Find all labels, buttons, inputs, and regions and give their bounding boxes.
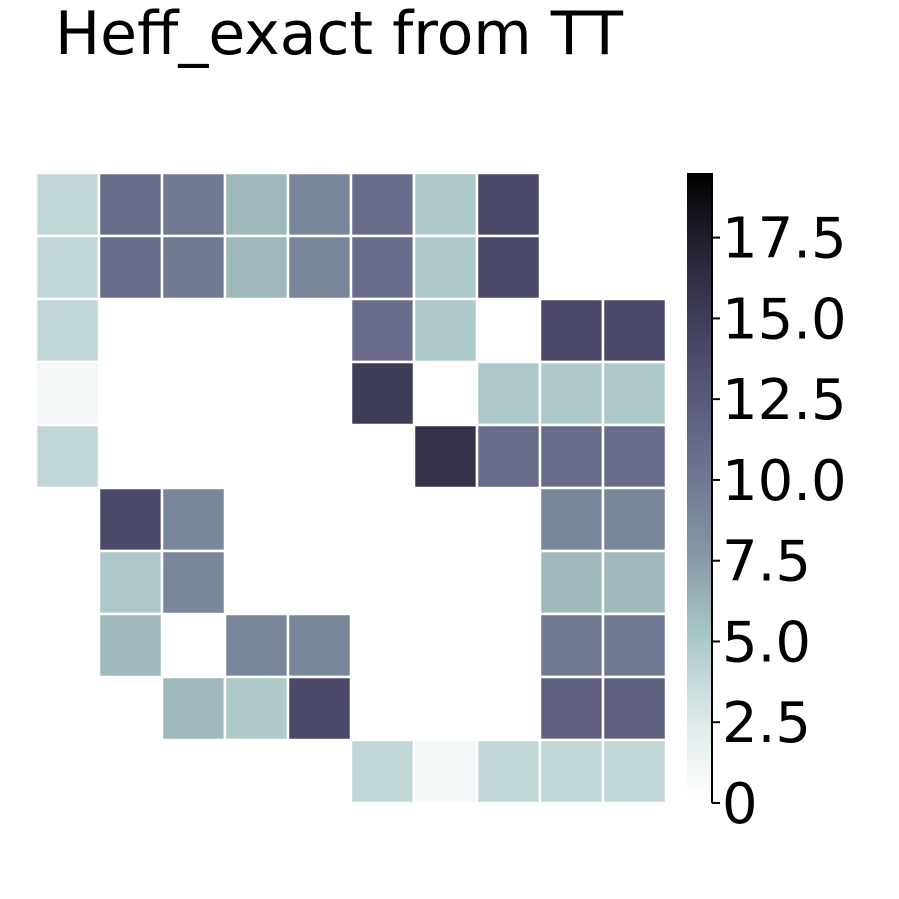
heatmap-cell-r2-c6 <box>412 297 479 364</box>
heatmap-cell-r3-c5 <box>349 360 416 427</box>
colorbar-tick-label: 7.5 <box>722 530 811 595</box>
heatmap-cell-r1-c3 <box>223 234 290 301</box>
heatmap-cell-r9-c6 <box>412 738 479 805</box>
colorbar-tick-label: 12.5 <box>722 368 847 433</box>
colorbar-tick-label: 10.0 <box>722 449 847 514</box>
colorbar-tick-label: 2.5 <box>722 691 811 756</box>
heatmap-cell-r5-c9 <box>601 486 668 553</box>
heatmap-cell-r0-c6 <box>412 171 479 238</box>
heatmap-cells <box>34 171 668 805</box>
heatmap-cell-r1-c0 <box>34 234 101 301</box>
heatmap-cell-r7-c3 <box>223 612 290 679</box>
chart-title: Heff_exact from TT <box>55 0 623 69</box>
heatmap-cell-r1-c7 <box>475 234 542 301</box>
colorbar-tick-label: 15.0 <box>722 287 847 352</box>
heatmap-cell-r7-c1 <box>97 612 164 679</box>
heatmap-cell-r8-c9 <box>601 675 668 742</box>
colorbar <box>687 173 712 803</box>
heatmap-cell-r9-c7 <box>475 738 542 805</box>
heatmap-cell-r1-c6 <box>412 234 479 301</box>
heatmap-cell-r4-c7 <box>475 423 542 490</box>
heatmap-cell-r0-c1 <box>97 171 164 238</box>
heatmap-cell-r6-c2 <box>160 549 227 616</box>
heatmap-cell-r6-c1 <box>97 549 164 616</box>
heatmap-cell-r5-c1 <box>97 486 164 553</box>
heatmap-cell-r0-c3 <box>223 171 290 238</box>
heatmap-cell-r7-c4 <box>286 612 353 679</box>
heatmap-cell-r8-c8 <box>538 675 605 742</box>
heatmap-cell-r2-c9 <box>601 297 668 364</box>
heatmap-cell-r0-c0 <box>34 171 101 238</box>
heatmap-cell-r7-c9 <box>601 612 668 679</box>
heatmap-cell-r2-c5 <box>349 297 416 364</box>
heatmap-cell-r6-c9 <box>601 549 668 616</box>
heatmap-cell-r9-c9 <box>601 738 668 805</box>
heatmap-cell-r4-c6 <box>412 423 479 490</box>
heatmap-cell-r0-c2 <box>160 171 227 238</box>
heatmap-cell-r3-c7 <box>475 360 542 427</box>
heatmap-cell-r9-c5 <box>349 738 416 805</box>
heatmap-cell-r0-c5 <box>349 171 416 238</box>
heatmap-cell-r2-c8 <box>538 297 605 364</box>
heatmap-cell-r3-c0 <box>34 360 101 427</box>
heatmap-cell-r1-c4 <box>286 234 353 301</box>
heatmap-cell-r6-c8 <box>538 549 605 616</box>
colorbar-tick-label: 17.5 <box>722 207 847 272</box>
heatmap-cell-r4-c0 <box>34 423 101 490</box>
heatmap-cell-r8-c2 <box>160 675 227 742</box>
heatmap-cell-r4-c9 <box>601 423 668 490</box>
heatmap-cell-r9-c8 <box>538 738 605 805</box>
colorbar-tick-label: 0 <box>722 772 758 837</box>
heatmap-cell-r8-c3 <box>223 675 290 742</box>
heatmap-cell-r1-c5 <box>349 234 416 301</box>
heatmap-cell-r0-c4 <box>286 171 353 238</box>
heatmap-cell-r7-c8 <box>538 612 605 679</box>
colorbar-tick-label: 5.0 <box>722 610 811 675</box>
heatmap-cell-r1-c1 <box>97 234 164 301</box>
heatmap-cell-r3-c9 <box>601 360 668 427</box>
heatmap-cell-r4-c8 <box>538 423 605 490</box>
heatmap-cell-r8-c4 <box>286 675 353 742</box>
colorbar-ticks: 0 2.5 5.0 7.5 10.0 12.5 15.0 17.5 <box>712 207 847 837</box>
heatmap-cell-r2-c0 <box>34 297 101 364</box>
heatmap-cell-r3-c8 <box>538 360 605 427</box>
heatmap-cell-r5-c2 <box>160 486 227 553</box>
heatmap-cell-r5-c8 <box>538 486 605 553</box>
heatmap-cell-r1-c2 <box>160 234 227 301</box>
heatmap-cell-r0-c7 <box>475 171 542 238</box>
